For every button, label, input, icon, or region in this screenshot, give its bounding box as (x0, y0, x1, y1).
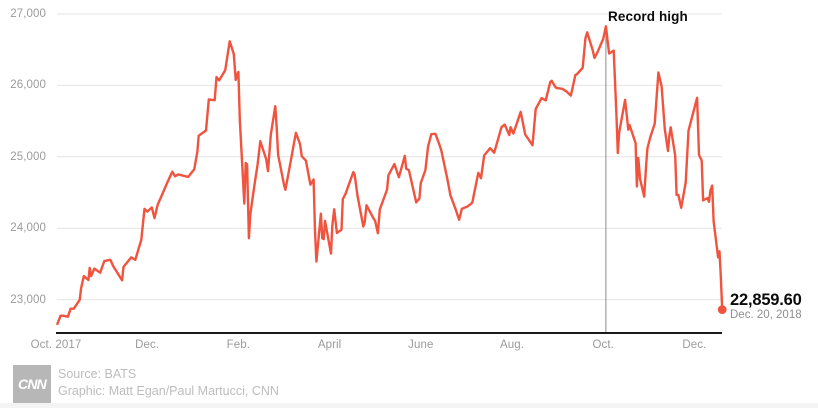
x-tick-label: Oct. 2017 (30, 339, 82, 351)
source-line: Source: BATS (58, 367, 137, 381)
footer: CNN Source: BATS Graphic: Matt Egan/Paul… (13, 365, 279, 403)
x-tick-label: Dec. (135, 339, 160, 351)
last-price-value: 22,859.60 (730, 291, 802, 309)
end-dot (717, 305, 727, 314)
y-tick-label: 25,000 (10, 150, 46, 163)
x-tick-label: Dec. (682, 339, 707, 351)
x-tick-label: Oct. (592, 339, 614, 351)
credit-line: Graphic: Matt Egan/Paul Martucci, CNN (58, 383, 279, 398)
y-tick-label: 24,000 (10, 222, 46, 235)
price-line (56, 25, 724, 326)
x-tick-label: April (317, 339, 342, 351)
y-tick-label: 26,000 (10, 79, 46, 92)
x-tick-label: Feb. (226, 339, 251, 351)
y-tick-label: 27,000 (10, 8, 46, 20)
x-tick-label: June (408, 339, 434, 351)
cnn-logo: CNN (13, 365, 51, 403)
bottom-divider (0, 403, 818, 408)
last-price-date: Dec. 20, 2018 (730, 309, 802, 321)
record-high-annotation: Record high (608, 9, 688, 24)
y-tick-label: 23,000 (10, 293, 46, 306)
x-tick-label: Aug. (499, 339, 525, 351)
footer-credits: Source: BATS Graphic: Matt Egan/Paul Mar… (58, 365, 279, 399)
